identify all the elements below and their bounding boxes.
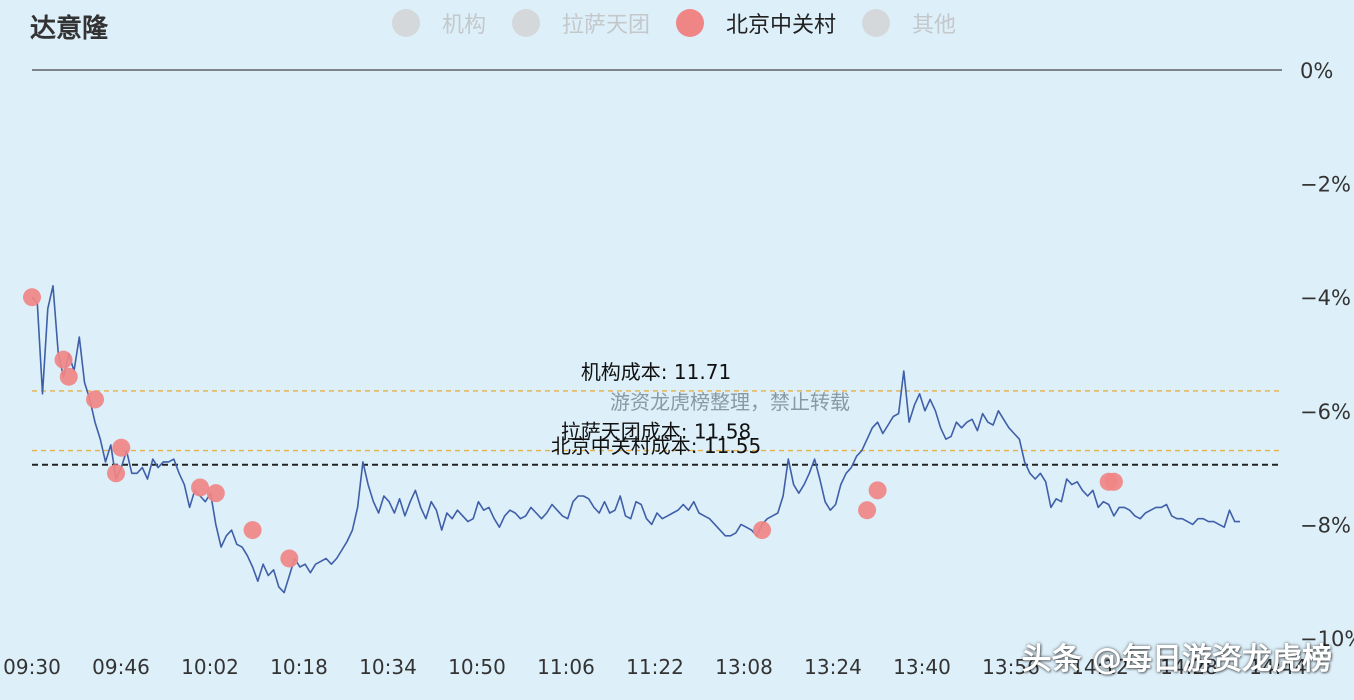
chart-legend: 机构 拉萨天团 北京中关村 其他 xyxy=(392,6,982,40)
y-tick-label: −6% xyxy=(1300,400,1351,424)
trade-marker xyxy=(753,521,772,540)
x-tick-label: 10:34 xyxy=(359,655,417,679)
reference-line-label: 拉萨天团成本: 11.58 xyxy=(561,420,751,444)
watermark-mid: 游资龙虎榜整理，禁止转载 xyxy=(610,390,850,414)
trade-marker xyxy=(868,481,887,500)
y-tick-label: −8% xyxy=(1300,513,1351,537)
trade-marker xyxy=(280,549,299,568)
trade-marker xyxy=(858,501,877,520)
trade-marker xyxy=(243,521,262,540)
watermark-corner: 头条 @每日游资龙虎榜 xyxy=(1021,642,1332,677)
trade-marker xyxy=(112,438,131,457)
x-tick-label: 13:40 xyxy=(893,655,951,679)
legend-dot xyxy=(676,9,705,37)
legend-item-beijing[interactable]: 北京中关村 xyxy=(676,7,836,39)
x-tick-label: 10:02 xyxy=(181,655,239,679)
trade-marker xyxy=(107,464,126,483)
reference-line-label: 北京中关村成本: 11.55 xyxy=(551,434,761,458)
legend-label: 拉萨天团 xyxy=(562,13,651,38)
legend-dot xyxy=(862,9,891,37)
trade-marker xyxy=(54,350,73,369)
y-tick-label: −4% xyxy=(1300,286,1351,310)
trade-marker xyxy=(59,367,78,386)
x-tick-label: 13:08 xyxy=(715,655,773,679)
legend-label: 北京中关村 xyxy=(726,13,837,38)
legend-dot xyxy=(392,9,420,37)
x-tick-label: 14:12 xyxy=(1071,655,1129,679)
x-tick-label: 10:50 xyxy=(448,655,506,679)
reference-line-label: 机构成本: 11.71 xyxy=(581,360,731,384)
trade-marker xyxy=(206,484,225,503)
x-tick-label: 09:30 xyxy=(3,655,61,679)
legend-item-lasa[interactable]: 拉萨天团 xyxy=(512,7,650,39)
price-line xyxy=(31,285,1240,594)
trade-marker xyxy=(23,288,41,307)
x-tick-label: 10:18 xyxy=(270,655,328,679)
trade-marker xyxy=(86,390,105,409)
legend-item-jigou[interactable]: 机构 xyxy=(392,7,486,39)
legend-label: 其他 xyxy=(912,13,957,38)
chart-title: 达意隆 xyxy=(30,14,109,44)
legend-label: 机构 xyxy=(442,13,487,38)
x-tick-label: 13:24 xyxy=(804,655,862,679)
x-tick-label: 13:56 xyxy=(982,655,1040,679)
x-tick-label: 14:44 xyxy=(1249,655,1307,679)
x-tick-label: 11:22 xyxy=(626,655,684,679)
trade-marker xyxy=(1104,472,1123,491)
legend-dot xyxy=(512,9,541,37)
x-tick-label: 09:46 xyxy=(92,655,150,679)
y-tick-label: −2% xyxy=(1300,173,1351,197)
x-tick-label: 14:28 xyxy=(1160,655,1218,679)
y-tick-label: −10% xyxy=(1300,627,1354,651)
legend-item-other[interactable]: 其他 xyxy=(862,7,956,39)
x-tick-label: 11:06 xyxy=(537,655,595,679)
y-tick-label: 0% xyxy=(1300,59,1333,83)
trade-marker xyxy=(191,478,210,497)
